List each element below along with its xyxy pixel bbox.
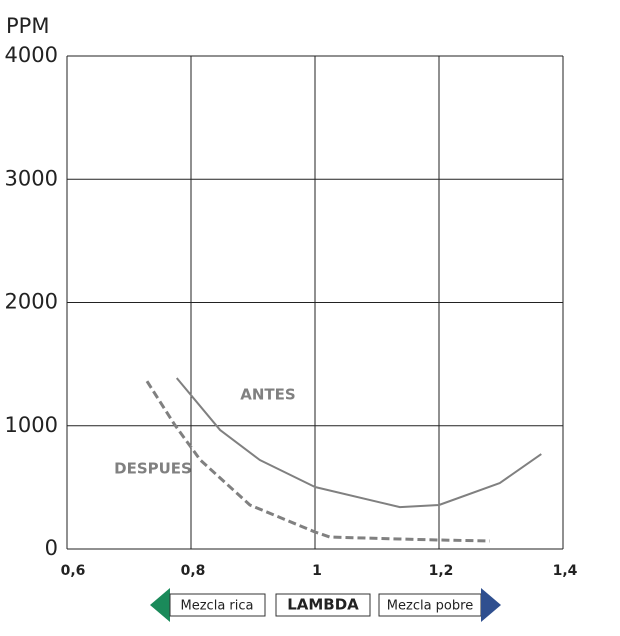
y-tick-label: 3000	[5, 166, 58, 190]
series-line	[145, 380, 490, 543]
series-line	[175, 377, 542, 509]
x-tick-label: 1,2	[429, 563, 454, 579]
x-tick-label: 0,8	[181, 563, 206, 579]
y-tick-label: 1000	[5, 413, 58, 437]
x-tick-label: 0,6	[61, 563, 86, 579]
right-arrow	[481, 588, 501, 622]
y-tick-label: 4000	[5, 43, 58, 67]
lean-label: Mezcla pobre	[387, 599, 473, 614]
x-tick-label: 1,4	[553, 563, 578, 579]
x-axis-label: LAMBDA	[287, 596, 359, 614]
series-label: ANTES	[240, 386, 295, 404]
lambda-box	[275, 593, 371, 617]
rich-label: Mezcla rica	[181, 599, 254, 614]
rich-box	[169, 593, 266, 617]
x-tick-label: 1	[312, 563, 322, 579]
y-tick-label: 2000	[5, 290, 58, 314]
y-axis-label: PPM	[6, 14, 49, 38]
y-tick-label: 0	[45, 536, 58, 560]
series-label: DESPUES	[114, 460, 192, 478]
left-arrow	[150, 588, 170, 622]
